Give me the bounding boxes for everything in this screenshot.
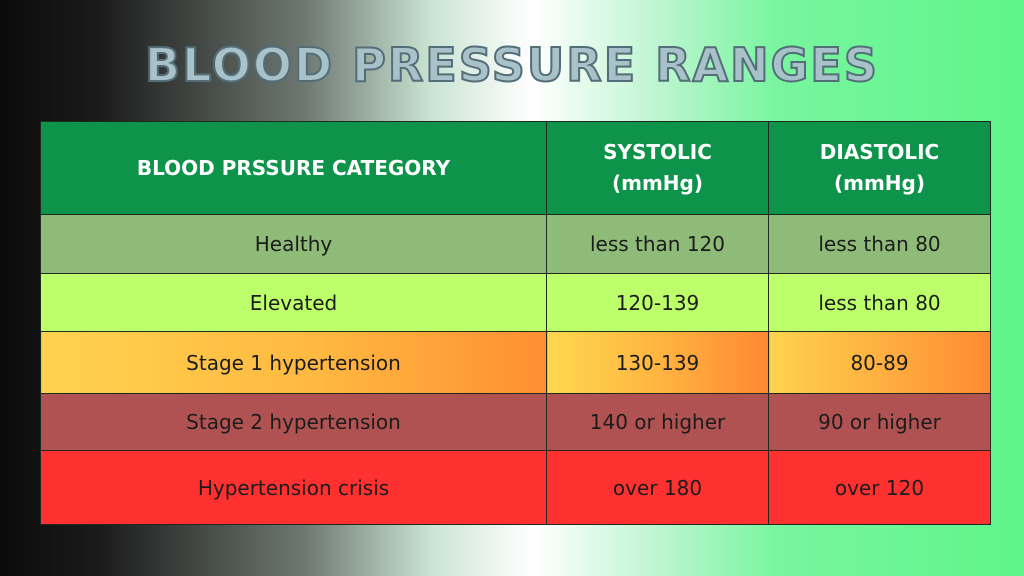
header-diastolic-unit: (mmHg) [833, 171, 925, 195]
diastolic-cell: 80-89 [768, 331, 991, 394]
table-row-stage2: Stage 2 hypertension 140 or higher 90 or… [40, 393, 991, 451]
category-cell: Stage 2 hypertension [40, 393, 547, 451]
header-systolic: SYSTOLIC (mmHg) [546, 121, 769, 215]
table-row-stage1: Stage 1 hypertension 130-139 80-89 [40, 331, 991, 394]
diastolic-cell: 90 or higher [768, 393, 991, 451]
diastolic-cell: less than 80 [768, 273, 991, 332]
header-diastolic: DIASTOLIC (mmHg) [768, 121, 991, 215]
table-row-elevated: Elevated 120-139 less than 80 [40, 273, 991, 332]
diastolic-cell: less than 80 [768, 214, 991, 274]
blood-pressure-table: BLOOD PRSSURE CATEGORY SYSTOLIC (mmHg) D… [40, 121, 991, 525]
header-systolic-label: SYSTOLIC [603, 140, 712, 164]
header-diastolic-label: DIASTOLIC [819, 140, 940, 164]
table-header-row: BLOOD PRSSURE CATEGORY SYSTOLIC (mmHg) D… [40, 121, 991, 215]
category-cell: Hypertension crisis [40, 450, 547, 525]
table-row-healthy: Healthy less than 120 less than 80 [40, 214, 991, 274]
category-cell: Healthy [40, 214, 547, 274]
table-row-crisis: Hypertension crisis over 180 over 120 [40, 450, 991, 525]
systolic-cell: less than 120 [546, 214, 769, 274]
page-title: BLOOD PRESSURE RANGES [144, 37, 879, 93]
systolic-cell: 140 or higher [546, 393, 769, 451]
systolic-cell: 130-139 [546, 331, 769, 394]
header-systolic-unit: (mmHg) [611, 171, 703, 195]
category-cell: Stage 1 hypertension [40, 331, 547, 394]
diastolic-cell: over 120 [768, 450, 991, 525]
systolic-cell: 120-139 [546, 273, 769, 332]
systolic-cell: over 180 [546, 450, 769, 525]
category-cell: Elevated [40, 273, 547, 332]
header-category: BLOOD PRSSURE CATEGORY [40, 121, 547, 215]
